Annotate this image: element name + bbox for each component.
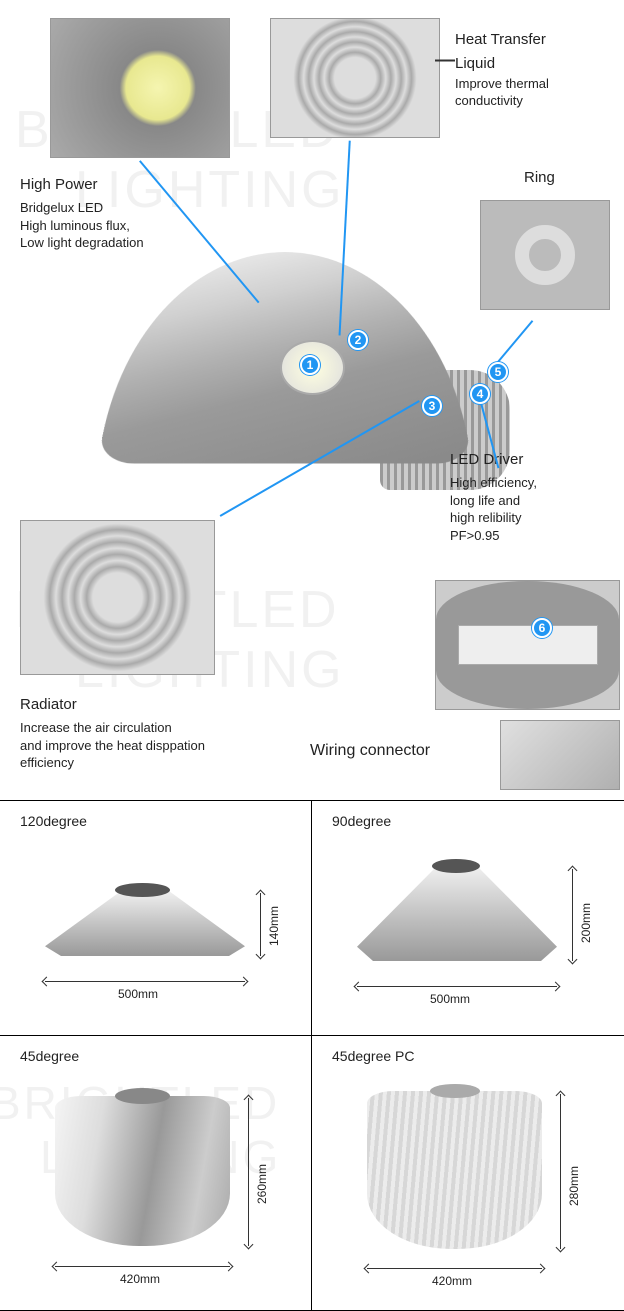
dim-height-line	[560, 1094, 561, 1249]
label-body: High efficiency, long life and high reli…	[450, 474, 620, 544]
reflector-grid: 120degree 500mm 140mm 90degree 500mm 200…	[0, 800, 624, 1311]
reflector-cell-45: BRIGHTLED LIGHTING 45degree 420mm 260mm	[0, 1036, 312, 1311]
connector-line	[435, 60, 455, 62]
hotspot-5: 5	[488, 362, 508, 382]
thumb-ring	[480, 200, 610, 310]
label-heat-transfer: Heat Transfer Liquid Improve thermal con…	[455, 30, 620, 110]
hotspot-3: 3	[422, 396, 442, 416]
thumb-wiring	[500, 720, 620, 790]
label-body: Bridgelux LED High luminous flux, Low li…	[20, 199, 220, 252]
dim-width: 500mm	[430, 992, 470, 1006]
reflector-title: 90degree	[332, 813, 604, 829]
label-high-power: High Power Bridgelux LED High luminous f…	[20, 175, 220, 252]
dim-height-line	[572, 869, 573, 961]
label-radiator: Radiator Increase the air circulation an…	[20, 695, 280, 772]
thumb-high-power	[50, 18, 230, 158]
label-title: Wiring connector	[310, 740, 430, 762]
dim-height: 140mm	[267, 906, 281, 946]
dim-height-line	[248, 1098, 249, 1246]
label-title: Radiator	[20, 695, 280, 715]
label-title: High Power	[20, 175, 220, 195]
reflector-cell-90: 90degree 500mm 200mm	[312, 801, 624, 1036]
label-subtitle: Liquid	[455, 54, 620, 74]
dim-width: 500mm	[118, 987, 158, 1001]
hotspot-4: 4	[470, 384, 490, 404]
hotspot-2: 2	[348, 330, 368, 350]
callout-diagram: BRIGHTLED LIGHTING BRIGHTLED LIGHTING Hi…	[0, 0, 624, 800]
dim-height: 260mm	[255, 1164, 269, 1204]
hotspot-6: 6	[532, 618, 552, 638]
label-wiring: Wiring connector	[310, 740, 430, 766]
label-led-driver: LED Driver High efficiency, long life an…	[450, 450, 620, 544]
reflector-title: 45degree PC	[332, 1048, 604, 1064]
dim-width-line	[357, 986, 557, 987]
dim-width-line	[45, 981, 245, 982]
label-ring: Ring	[524, 168, 555, 192]
reflector-title: 120degree	[20, 813, 291, 829]
main-lamp-image	[120, 200, 490, 550]
reflector-cell-45pc: 45degree PC 420mm 280mm	[312, 1036, 624, 1311]
label-body: Improve thermal conductivity	[455, 75, 620, 110]
dim-width: 420mm	[432, 1274, 472, 1288]
reflector-title: 45degree	[20, 1048, 291, 1064]
thumb-driver	[435, 580, 620, 710]
dim-width: 420mm	[120, 1272, 160, 1286]
label-title: LED Driver	[450, 450, 620, 470]
label-title: Heat Transfer	[455, 30, 620, 50]
label-title: Ring	[524, 168, 555, 188]
thumb-heat-transfer	[270, 18, 440, 138]
dim-height-line	[260, 893, 261, 956]
dim-height: 200mm	[579, 903, 593, 943]
label-body: Increase the air circulation and improve…	[20, 719, 280, 772]
reflector-cell-120: 120degree 500mm 140mm	[0, 801, 312, 1036]
dim-height: 280mm	[567, 1166, 581, 1206]
hotspot-1: 1	[300, 355, 320, 375]
connector-line	[496, 320, 533, 363]
dim-width-line	[55, 1266, 230, 1267]
dim-width-line	[367, 1268, 542, 1269]
